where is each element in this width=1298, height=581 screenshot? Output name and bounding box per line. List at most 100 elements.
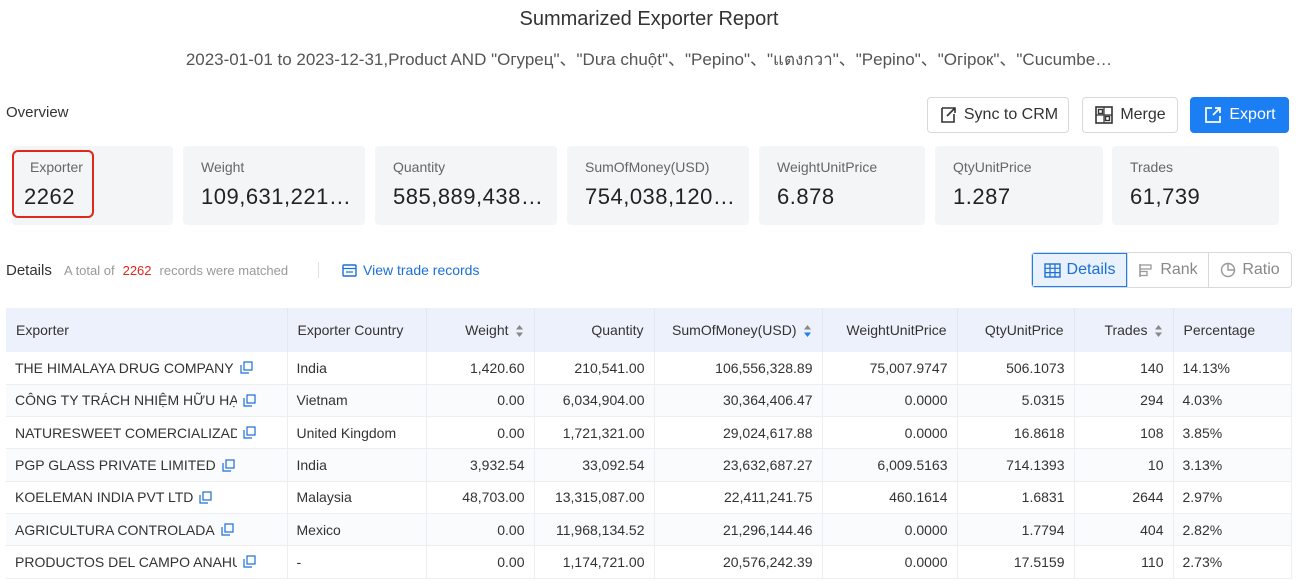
table-row: THE HIMALAYA DRUG COMPANY India 1,420.60…: [6, 352, 1292, 385]
exporter-name-link[interactable]: THE HIMALAYA DRUG COMPANY: [15, 359, 234, 376]
exporter-name-link[interactable]: KOELEMAN INDIA PVT LTD: [15, 489, 194, 506]
column-header-qty-unit-price: QtyUnitPrice: [957, 308, 1075, 352]
exporter-name-link[interactable]: NATURESWEET COMERCIALIZADOR.: [15, 424, 237, 441]
tab-ratio[interactable]: Ratio: [1208, 253, 1291, 287]
card-value: 754,038,120…: [585, 184, 736, 209]
sort-icon[interactable]: [803, 324, 812, 338]
column-header-trades[interactable]: Trades: [1074, 308, 1174, 352]
tab-rank[interactable]: Rank: [1127, 253, 1208, 287]
table-row: PRODUCTOS DEL CAMPO ANAHUAC - 0.00 1,174…: [6, 545, 1292, 579]
divider: [318, 262, 319, 278]
card-label: Weight: [201, 159, 245, 175]
percentage-cell: 3.13%: [1173, 448, 1292, 482]
sum-of-money-cell: 29,024,617.88: [654, 416, 823, 450]
sync-to-crm-label: Sync to CRM: [963, 106, 1059, 123]
quantity-cell: 13,315,087.00: [534, 481, 655, 514]
percentage-cell: 2.73%: [1173, 545, 1292, 579]
details-heading: Details: [6, 262, 52, 279]
country-cell: United Kingdom: [287, 416, 427, 450]
export-label: Export: [1229, 106, 1276, 123]
trades-cell: 10: [1074, 448, 1174, 482]
percentage-cell: 14.13%: [1173, 352, 1292, 385]
exporter-name-link[interactable]: CÔNG TY TRÁCH NHIỆM HỮU HẠN H: [15, 392, 237, 409]
sort-icon[interactable]: [515, 324, 524, 338]
card-quantity: Quantity 585,889,438…: [375, 146, 557, 225]
card-value: 585,889,438…: [393, 184, 544, 209]
sum-of-money-cell: 20,576,242.39: [654, 545, 823, 579]
sync-icon: [941, 107, 956, 123]
column-header-sum-of-money[interactable]: SumOfMoney(USD): [654, 308, 823, 352]
qty-unit-price-cell: 714.1393: [957, 448, 1075, 482]
card-label: WeightUnitPrice: [777, 159, 878, 175]
sum-of-money-cell: 30,364,406.47: [654, 384, 823, 418]
qty-unit-price-cell: 17.5159: [957, 545, 1075, 579]
card-trades: Trades 61,739: [1112, 146, 1279, 225]
exporter-cell[interactable]: CÔNG TY TRÁCH NHIỆM HỮU HẠN H: [6, 384, 288, 418]
country-cell: India: [287, 352, 427, 385]
qty-unit-price-cell: 16.8618: [957, 416, 1075, 450]
pie-chart-icon: [1221, 262, 1236, 278]
trades-cell: 108: [1074, 416, 1174, 450]
country-cell: India: [287, 448, 427, 482]
copy-icon[interactable]: [243, 394, 256, 407]
copy-icon[interactable]: [221, 523, 234, 536]
sum-of-money-cell: 22,411,241.75: [654, 481, 823, 514]
exporter-name-link[interactable]: AGRICULTURA CONTROLADA: [15, 521, 215, 538]
sum-of-money-cell: 106,556,328.89: [654, 352, 823, 385]
copy-icon[interactable]: [199, 491, 213, 504]
column-header-weight-unit-price: WeightUnitPrice: [822, 308, 958, 352]
trades-cell: 140: [1074, 352, 1174, 385]
country-cell: Vietnam: [287, 384, 427, 418]
copy-icon[interactable]: [239, 361, 253, 374]
card-value: 109,631,221…: [201, 184, 351, 209]
weight-unit-price-cell: 0.0000: [822, 513, 958, 547]
copy-icon[interactable]: [222, 458, 235, 472]
card-label: QtyUnitPrice: [953, 159, 1032, 175]
weight-cell: 0.00: [426, 416, 535, 450]
copy-icon[interactable]: [243, 555, 256, 569]
copy-icon[interactable]: [243, 426, 256, 439]
country-cell: Malaysia: [287, 481, 427, 514]
exporter-cell[interactable]: PGP GLASS PRIVATE LIMITED: [6, 448, 288, 482]
percentage-cell: 4.03%: [1173, 384, 1292, 418]
sum-of-money-cell: 23,632,687.27: [654, 448, 823, 482]
quantity-cell: 1,721,321.00: [534, 416, 655, 450]
table-row: CÔNG TY TRÁCH NHIỆM HỮU HẠN H Vietnam 0.…: [6, 384, 1292, 418]
qty-unit-price-cell: 1.7794: [957, 513, 1075, 547]
exporter-name-link[interactable]: PRODUCTOS DEL CAMPO ANAHUAC: [15, 553, 237, 570]
exporter-name-link[interactable]: PGP GLASS PRIVATE LIMITED: [15, 457, 216, 474]
overview-heading: Overview: [6, 104, 69, 121]
card-weight: Weight 109,631,221…: [183, 146, 365, 225]
exporter-cell[interactable]: NATURESWEET COMERCIALIZADOR.: [6, 416, 288, 450]
country-cell: Mexico: [287, 513, 427, 547]
table-row: NATURESWEET COMERCIALIZADOR. United King…: [6, 416, 1292, 450]
quantity-cell: 33,092.54: [534, 448, 655, 482]
total-prefix: A total of: [64, 263, 115, 278]
sort-icon[interactable]: [1154, 324, 1163, 338]
weight-cell: 3,932.54: [426, 448, 535, 482]
weight-unit-price-cell: 75,007.9747: [822, 352, 958, 385]
weight-cell: 0.00: [426, 545, 535, 579]
column-header-weight[interactable]: Weight: [426, 308, 535, 352]
table-header-row: Exporter Exporter Country Weight Quantit…: [6, 308, 1292, 352]
qty-unit-price-cell: 5.0315: [957, 384, 1075, 418]
sync-to-crm-button[interactable]: Sync to CRM: [927, 97, 1069, 133]
export-icon: [1205, 107, 1222, 123]
table-icon: [1043, 262, 1061, 278]
exporter-cell[interactable]: AGRICULTURA CONTROLADA: [6, 513, 288, 547]
export-button[interactable]: Export: [1190, 97, 1289, 133]
exporter-cell[interactable]: THE HIMALAYA DRUG COMPANY: [6, 352, 288, 385]
exporter-cell[interactable]: KOELEMAN INDIA PVT LTD: [6, 481, 288, 514]
tab-details[interactable]: Details: [1032, 253, 1127, 287]
quantity-cell: 6,034,904.00: [534, 384, 655, 418]
exporter-cell[interactable]: PRODUCTOS DEL CAMPO ANAHUAC: [6, 545, 288, 579]
card-value: 6.878: [777, 184, 835, 209]
weight-unit-price-cell: 6,009.5163: [822, 448, 958, 482]
view-trade-records-link[interactable]: View trade records: [342, 262, 479, 278]
highlight-box: [12, 150, 94, 218]
weight-cell: 1,420.60: [426, 352, 535, 385]
card-value: 61,739: [1130, 184, 1201, 209]
merge-button[interactable]: Merge: [1082, 97, 1178, 133]
quantity-cell: 210,541.00: [534, 352, 655, 385]
trades-cell: 404: [1074, 513, 1174, 547]
